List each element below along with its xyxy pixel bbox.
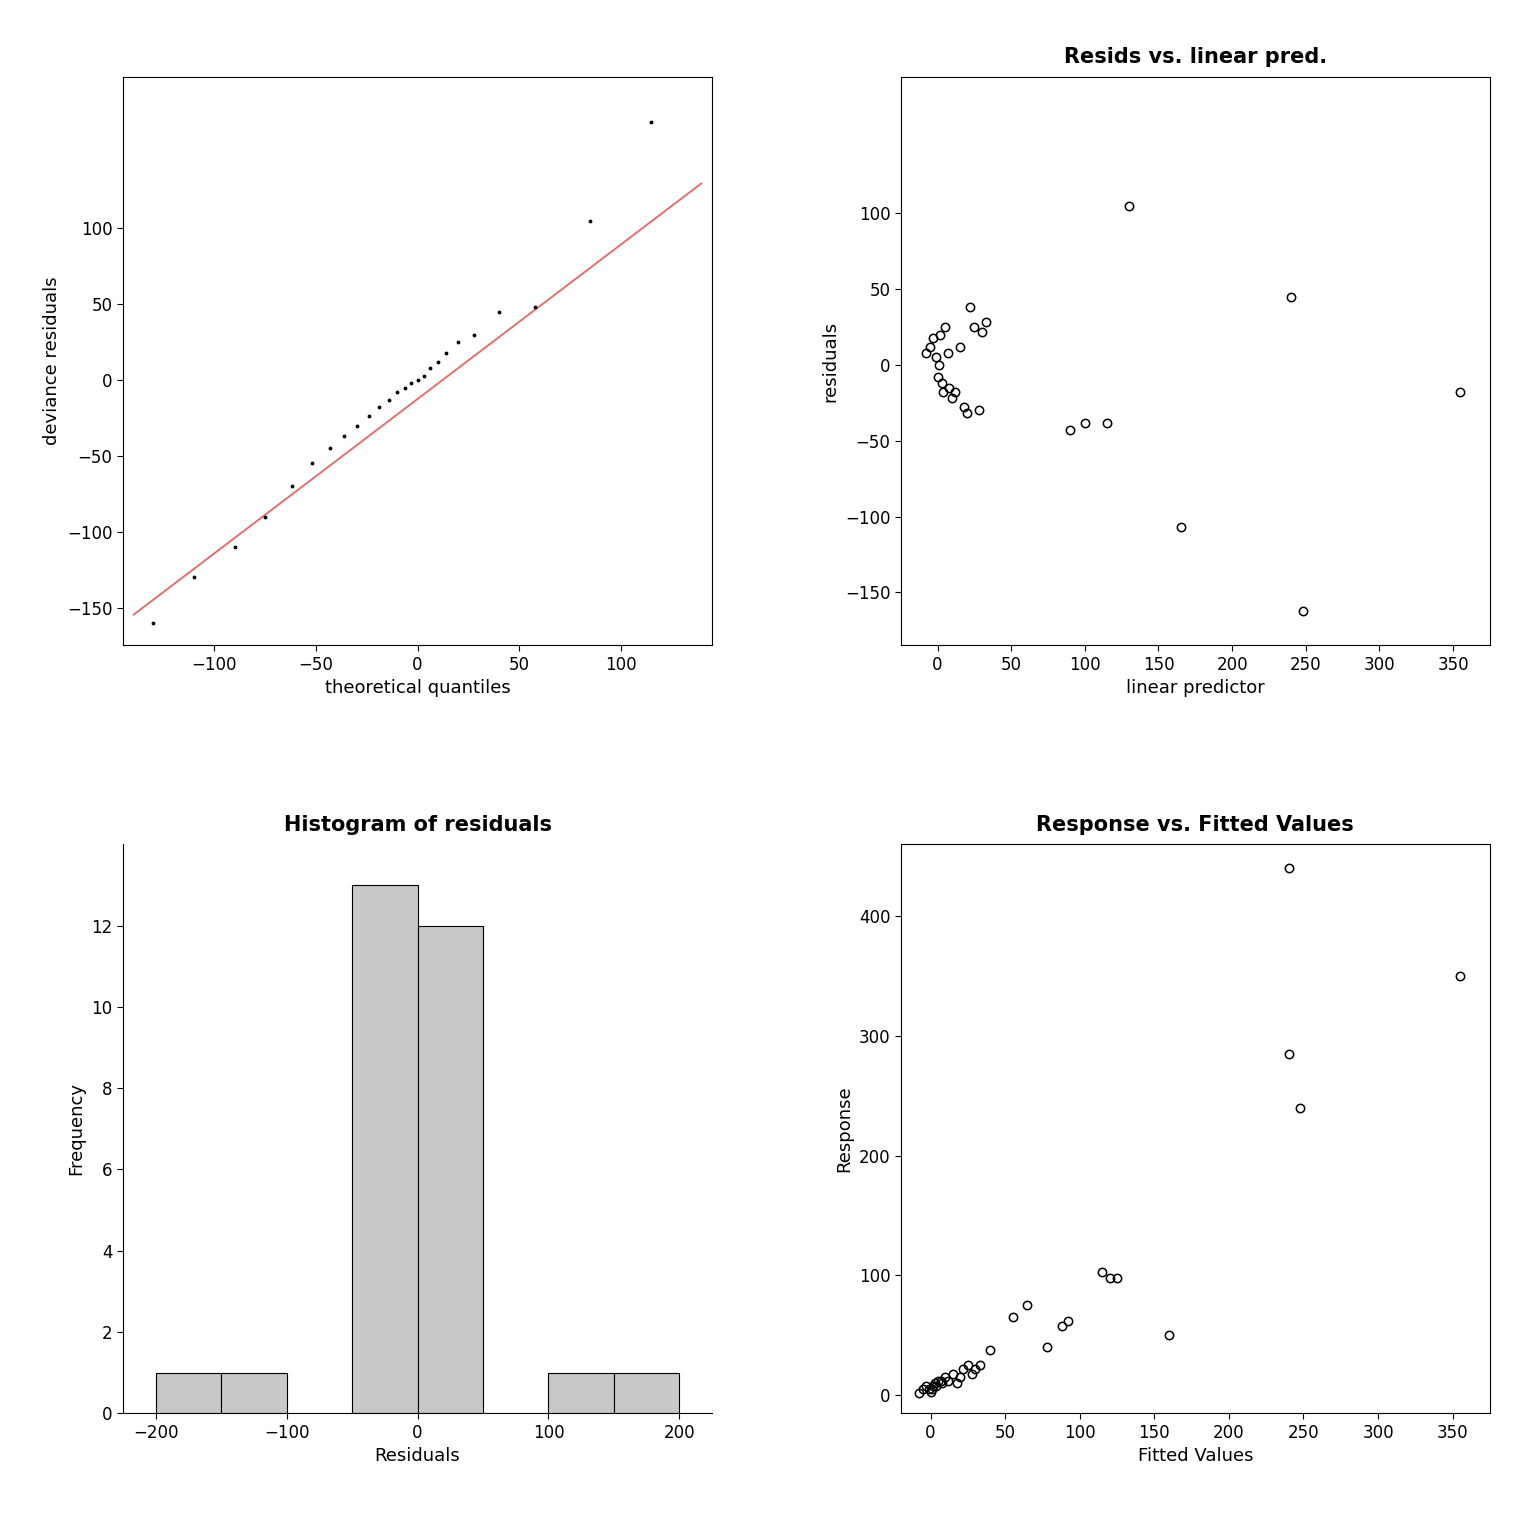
Title: Histogram of residuals: Histogram of residuals [284,814,551,834]
X-axis label: Residuals: Residuals [375,1447,461,1465]
Bar [614,1373,679,1413]
X-axis label: Fitted Values: Fitted Values [1138,1447,1253,1465]
X-axis label: theoretical quantiles: theoretical quantiles [324,679,510,697]
Y-axis label: residuals: residuals [822,321,839,402]
Y-axis label: Response: Response [836,1086,852,1172]
Bar [418,926,482,1413]
Y-axis label: deviance residuals: deviance residuals [43,276,61,445]
Title: Response vs. Fitted Values: Response vs. Fitted Values [1037,814,1355,834]
Bar [548,1373,614,1413]
Title: Resids vs. linear pred.: Resids vs. linear pred. [1064,48,1327,68]
Bar [221,1373,287,1413]
Bar [155,1373,221,1413]
Bar [352,885,418,1413]
Y-axis label: Frequency: Frequency [68,1083,86,1175]
X-axis label: linear predictor: linear predictor [1126,679,1264,697]
